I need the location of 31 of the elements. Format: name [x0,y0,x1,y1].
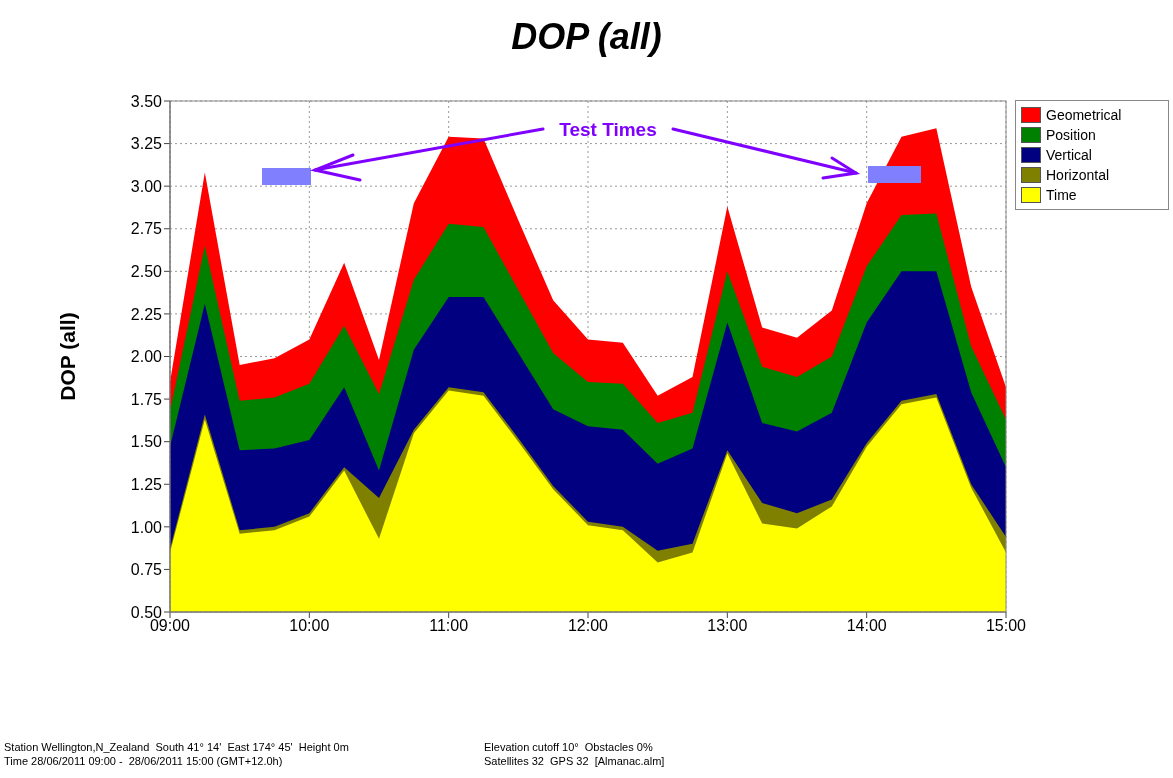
y-tick-label: 2.00 [130,348,163,366]
x-tick-label: 12:00 [567,617,609,635]
y-tick-label: 1.00 [130,518,163,536]
x-tick-label: 13:00 [707,617,748,635]
y-tick-label: 2.75 [130,220,163,238]
text: Satellites 32 GPS 32 [Almanac.alm] [484,754,666,768]
legend-label: Time [1046,187,1077,203]
y-tick-label: 3.00 [130,177,163,195]
text: Elevation cutoff 10° Obstacles 0% [484,740,654,754]
annotation: Test Times [559,119,657,140]
y-tick-label: 1.75 [130,390,163,408]
text: Time 28/06/2011 09:00 - 28/06/2011 15:00 (GMT+12.0h) [4,754,284,768]
y-tick-label: 0.75 [130,561,163,579]
x-tick-label: 10:00 [289,617,330,635]
legend-label: Horizontal [1046,167,1110,183]
y-tick-label: 3.50 [130,92,163,110]
x-tick-label: 15:00 [985,617,1027,635]
y-tick-label: 3.25 [130,135,163,153]
y-tick-label: 2.50 [130,263,163,281]
chart-title: DOP (all) [510,16,663,58]
legend-label: Geometrical [1046,107,1122,123]
y-tick-label: 1.25 [130,475,163,493]
text: Station Wellington,N_Zealand South 41° 14' East 174° 45' Height 0m [4,740,350,754]
y-axis-title: DOP (all) [56,312,80,401]
y-tick-label: 1.50 [130,433,163,451]
legend-label: Vertical [1046,147,1092,163]
x-tick-label: 14:00 [846,617,887,635]
x-tick-label: 09:00 [149,617,191,635]
legend-label: Position [1046,127,1096,143]
x-tick-label: 11:00 [429,617,469,635]
y-tick-label: 2.25 [130,305,163,323]
